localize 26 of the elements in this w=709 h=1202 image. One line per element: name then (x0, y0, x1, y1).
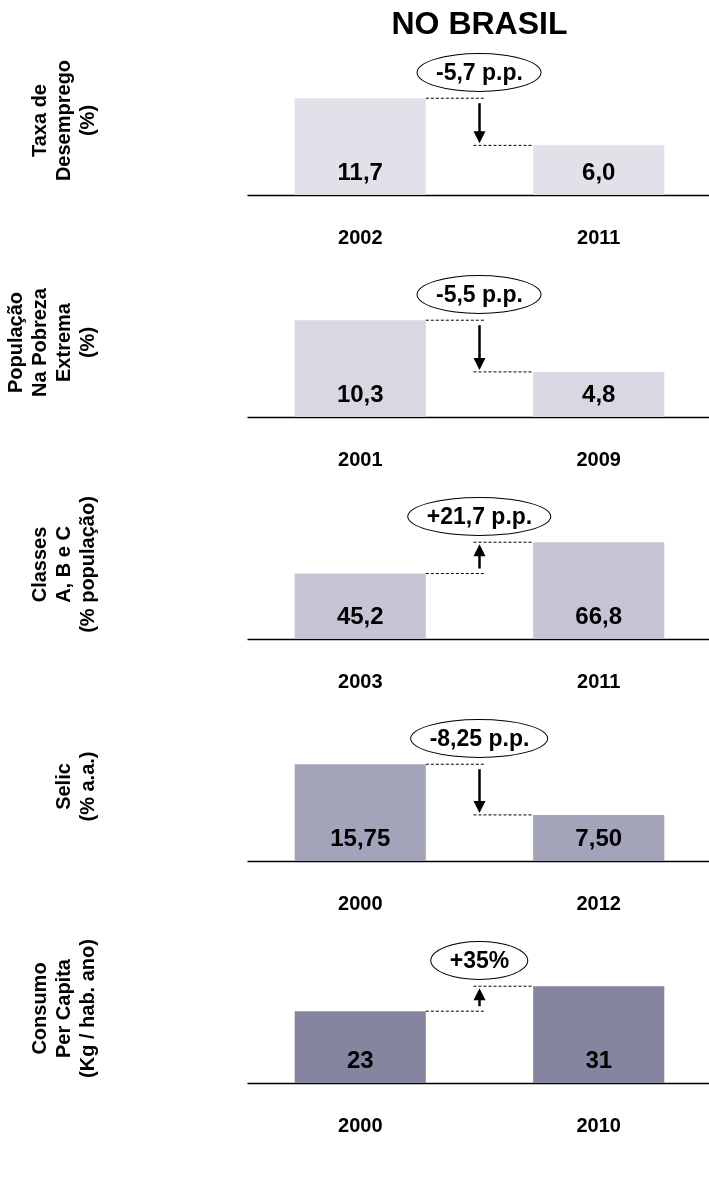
data-label: 15,75 (330, 824, 391, 851)
x-tick-label: 2011 (577, 225, 621, 248)
data-label: 4,8 (582, 380, 616, 407)
x-tick-label: 2009 (576, 447, 621, 470)
data-label: 45,2 (336, 602, 384, 629)
chart-title: NO BRASIL (391, 5, 568, 41)
y-axis-title: Taxa de Desemprego (%) (27, 59, 98, 182)
x-tick-label: 2003 (338, 669, 383, 692)
y-axis-title: Consumo Per Capita (Kg / hab. ano) (27, 939, 98, 1078)
data-label: 10,3 (336, 380, 384, 407)
x-tick-label: 2001 (338, 447, 383, 470)
data-label: 66,8 (575, 602, 623, 629)
x-tick-label: 2000 (338, 1113, 383, 1136)
data-label: 31 (585, 1046, 613, 1073)
data-label: 11,7 (337, 158, 383, 185)
y-axis-title: Selic (% a.a.) (51, 751, 98, 822)
data-label: 6,0 (582, 158, 616, 185)
x-tick-label: 2010 (576, 1113, 621, 1136)
x-tick-label: 2002 (338, 225, 383, 248)
x-tick-label: 2000 (338, 891, 383, 914)
x-tick-label: 2011 (577, 669, 621, 692)
x-tick-label: 2012 (576, 891, 621, 914)
y-axis-title: População Na Pobreza Extrema (%) (3, 287, 98, 397)
data-label: 23 (346, 1046, 374, 1073)
data-label: 7,50 (575, 824, 623, 851)
y-axis-title: Classes A, B e C (% população) (27, 496, 98, 633)
